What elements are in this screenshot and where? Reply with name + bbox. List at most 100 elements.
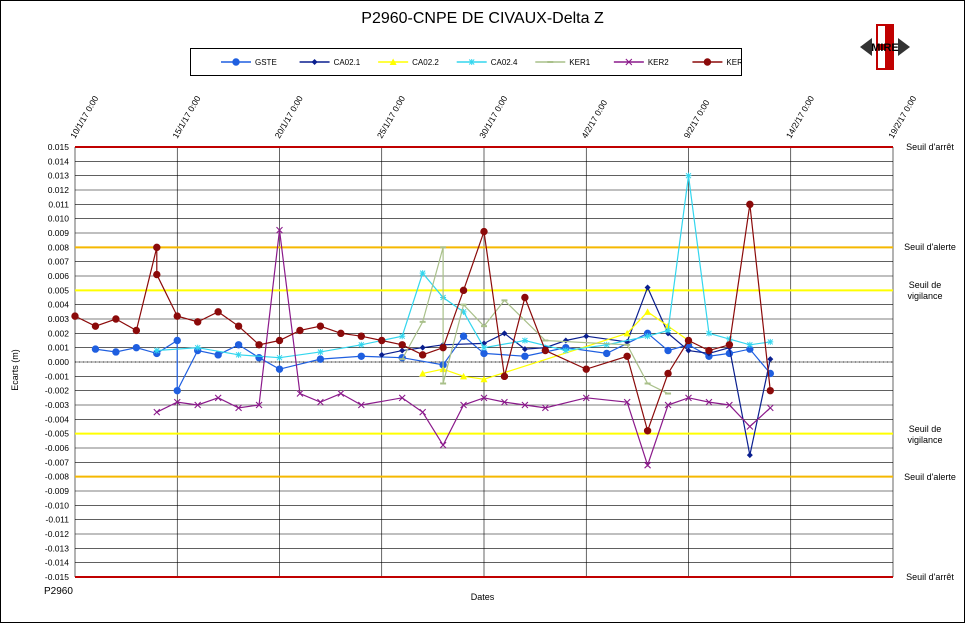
y-tick-label: -0.009 (45, 486, 69, 496)
series-ker2 (153, 226, 774, 469)
data-point-ker2 (317, 398, 324, 406)
y-tick-label: -0.006 (45, 443, 69, 453)
threshold-label: Seuil d'arrêt (906, 142, 954, 152)
y-tick-label: 0.005 (48, 285, 70, 295)
data-point-ca02-2 (623, 329, 631, 337)
legend-marker-gste (232, 58, 240, 66)
data-point-ca02-4 (767, 338, 774, 345)
data-point-ca02-4 (399, 333, 406, 340)
y-tick-label: -0.013 (45, 543, 69, 553)
legend-marker-ker2 (625, 58, 633, 66)
y-tick-label: 0.014 (48, 156, 70, 166)
data-point-ca02-1 (378, 351, 385, 358)
data-point-ker2 (541, 404, 549, 412)
data-point-ca02-1 (501, 330, 508, 337)
data-point-ca02-4 (358, 341, 365, 348)
data-point-gste (255, 354, 263, 362)
y-tick-label: -0.004 (45, 414, 69, 424)
data-point-gste (459, 332, 468, 340)
y-tick-label: 0.008 (48, 242, 70, 252)
data-point-ca02-4 (562, 347, 569, 354)
data-point-ca02-4 (481, 344, 487, 351)
data-point-gste (480, 349, 488, 358)
data-point-gste (112, 348, 120, 356)
data-point-ca02-4 (419, 270, 426, 277)
data-point-ca02-4 (685, 172, 692, 179)
data-point-ca02-4 (726, 336, 733, 343)
data-point-ker3 (194, 318, 202, 326)
data-point-ker2 (685, 394, 692, 402)
data-point-ker3 (439, 343, 447, 352)
x-tick-label: 15/1/17 0:00 (170, 94, 202, 140)
data-point-gste (357, 352, 365, 360)
data-point-ker2 (173, 398, 181, 406)
data-point-ca02-1 (746, 452, 753, 459)
data-point-gste (664, 346, 672, 355)
data-point-ker2 (194, 401, 202, 409)
data-point-ca02-1 (685, 347, 692, 354)
legend-label-ker3: KER3 (726, 58, 741, 67)
series-ker1 (399, 246, 672, 395)
legend-marker-ker3 (703, 58, 712, 66)
y-axis-label: Ecarts (m) (9, 349, 20, 391)
data-point-ker2 (255, 401, 263, 409)
data-point-gste (91, 345, 100, 353)
y-tick-label: -0.008 (45, 472, 69, 482)
y-tick-label: -0.015 (45, 572, 69, 582)
data-point-gste (521, 352, 529, 360)
data-point-ker3 (357, 332, 365, 340)
data-point-ker2 (460, 401, 467, 409)
y-tick-label: -0.014 (45, 558, 69, 568)
data-point-gste (316, 355, 325, 363)
data-point-ker3 (337, 329, 345, 338)
data-point-ker3 (296, 326, 304, 335)
data-point-ker2 (419, 408, 427, 416)
series-line-ker2 (156, 230, 771, 468)
series-line-ca02-4 (156, 175, 771, 359)
series-ca02-1 (378, 284, 774, 459)
data-point-gste (173, 386, 181, 395)
y-tick-label: 0.003 (48, 314, 70, 324)
x-tick-label: 30/1/17 0:00 (477, 94, 509, 140)
y-tick-label: 0.012 (48, 185, 70, 195)
data-point-ker3 (500, 372, 509, 381)
data-point-ker2 (726, 401, 733, 409)
data-point-ker3 (480, 227, 488, 236)
data-point-ker3 (173, 312, 181, 320)
data-point-ker2 (296, 390, 304, 397)
y-tick-label: -0.010 (45, 500, 69, 510)
data-point-ca02-1 (644, 284, 651, 291)
data-point-ca02-1 (562, 337, 569, 344)
data-point-ker2 (276, 226, 283, 234)
data-point-ker3 (746, 200, 754, 209)
series-line-ca02-1 (381, 285, 771, 456)
data-point-ker3 (459, 286, 468, 295)
x-tick-label: 14/2/17 0:00 (784, 94, 816, 140)
data-point-ker3 (153, 270, 161, 279)
y-tick-label: -0.002 (45, 386, 69, 396)
data-point-gste (234, 341, 243, 349)
series-ca02-4 (153, 172, 774, 361)
data-point-ca02-4 (235, 351, 242, 358)
data-point-ca02-1 (419, 344, 426, 351)
data-point-ker3 (255, 341, 263, 349)
y-tick-label: 0.001 (48, 343, 70, 353)
legend-marker-ca02-4 (468, 59, 475, 65)
data-point-ker2 (664, 401, 672, 409)
series-line-ca02-2 (422, 311, 689, 380)
data-point-ker2 (501, 398, 508, 406)
plot-area: -0.015 -0.014 -0.013 -0.012 -0.011 -0.010 -0.0… (45, 94, 919, 582)
y-tick-label: -0.003 (45, 400, 69, 410)
data-point-ker2 (214, 394, 222, 402)
data-point-gste (173, 336, 181, 345)
legend-marker-ca02-2 (389, 58, 397, 65)
data-point-ker2 (705, 398, 713, 406)
y-tick-label: 0.009 (48, 228, 70, 238)
data-point-ca02-4 (194, 344, 201, 351)
legend-items: GSTE CA02.1 CA02.2 CA02.4 KER1 KER2 KER3 (221, 58, 748, 67)
data-point-ker3 (71, 312, 79, 320)
data-point-gste (132, 343, 141, 352)
x-tick-label: 25/1/17 0:00 (375, 94, 407, 140)
series-line-ker3 (74, 204, 771, 433)
